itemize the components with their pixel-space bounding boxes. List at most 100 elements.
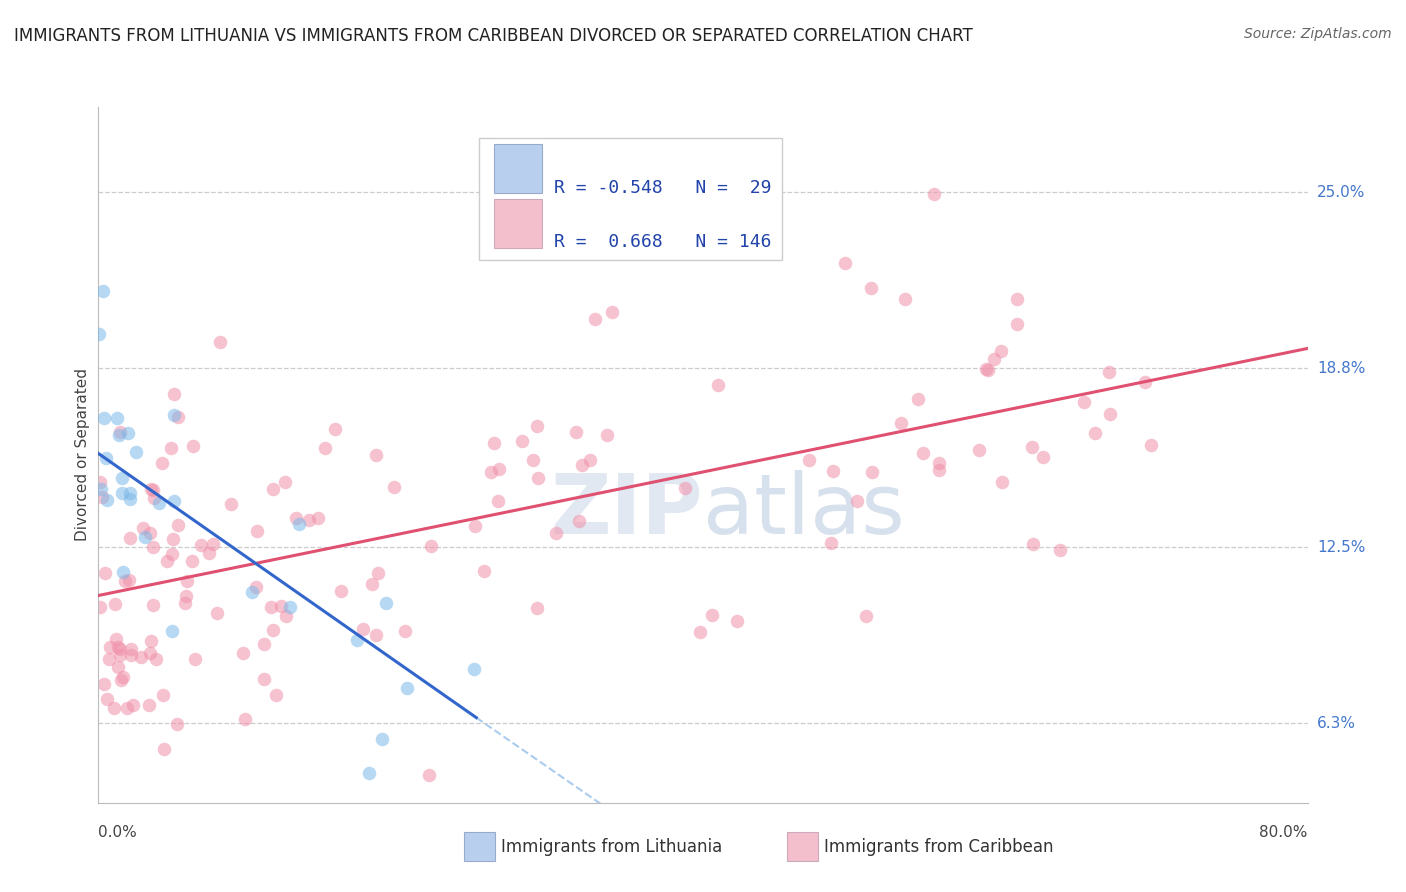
Point bbox=[689, 625, 711, 640]
Point bbox=[522, 452, 544, 467]
Point bbox=[274, 608, 297, 623]
Point bbox=[260, 599, 283, 614]
Point bbox=[1032, 450, 1054, 464]
Point bbox=[463, 662, 485, 676]
Point bbox=[366, 628, 388, 642]
Point bbox=[163, 408, 186, 422]
Point bbox=[544, 526, 567, 541]
Point bbox=[246, 524, 269, 539]
Point bbox=[928, 463, 950, 477]
Point bbox=[977, 363, 1000, 377]
Point bbox=[859, 281, 882, 295]
Point bbox=[142, 540, 165, 554]
Point bbox=[139, 646, 162, 660]
FancyBboxPatch shape bbox=[479, 138, 782, 260]
Point bbox=[152, 688, 174, 702]
Bar bbox=[494, 145, 543, 194]
Point bbox=[1005, 317, 1028, 331]
Point bbox=[142, 598, 165, 612]
Point bbox=[264, 689, 287, 703]
Point bbox=[142, 483, 165, 497]
Point bbox=[482, 436, 505, 450]
Point bbox=[110, 648, 132, 663]
Point bbox=[202, 537, 225, 551]
Point bbox=[120, 641, 142, 656]
Point bbox=[138, 698, 160, 712]
Point bbox=[371, 731, 394, 746]
Point bbox=[893, 292, 915, 306]
Point bbox=[176, 574, 198, 588]
Point bbox=[464, 519, 486, 533]
Point bbox=[96, 451, 118, 466]
Point bbox=[139, 526, 162, 541]
Point bbox=[162, 532, 184, 546]
Point bbox=[912, 446, 935, 460]
Point bbox=[288, 517, 311, 532]
Point bbox=[134, 530, 156, 544]
Point bbox=[907, 392, 929, 406]
Point bbox=[174, 596, 197, 610]
Point bbox=[846, 494, 869, 508]
Point bbox=[232, 646, 254, 660]
Point bbox=[145, 652, 167, 666]
Point bbox=[131, 521, 153, 535]
Point bbox=[1005, 292, 1028, 306]
Text: R =  0.668   N = 146: R = 0.668 N = 146 bbox=[554, 234, 772, 252]
Point bbox=[346, 632, 368, 647]
Point bbox=[98, 651, 121, 665]
Point bbox=[107, 410, 129, 425]
Point bbox=[991, 475, 1014, 489]
Point bbox=[122, 698, 145, 712]
Text: Immigrants from Caribbean: Immigrants from Caribbean bbox=[824, 838, 1053, 855]
Text: IMMIGRANTS FROM LITHUANIA VS IMMIGRANTS FROM CARIBBEAN DIVORCED OR SEPARATED COR: IMMIGRANTS FROM LITHUANIA VS IMMIGRANTS … bbox=[14, 27, 973, 45]
Point bbox=[990, 344, 1012, 359]
Point bbox=[111, 471, 134, 485]
Point bbox=[1049, 543, 1071, 558]
Point bbox=[93, 677, 115, 691]
Point bbox=[208, 334, 231, 349]
Point bbox=[361, 576, 384, 591]
Point bbox=[176, 590, 198, 604]
Point bbox=[821, 464, 844, 478]
Point bbox=[1133, 376, 1156, 390]
Point bbox=[395, 681, 418, 695]
Point bbox=[111, 565, 134, 579]
Point bbox=[139, 483, 162, 497]
Text: 25.0%: 25.0% bbox=[1317, 185, 1365, 200]
Point bbox=[1021, 440, 1043, 454]
Point bbox=[565, 425, 588, 439]
Text: Immigrants from Lithuania: Immigrants from Lithuania bbox=[501, 838, 721, 855]
Point bbox=[364, 449, 387, 463]
Point bbox=[160, 547, 183, 561]
Point bbox=[163, 494, 186, 508]
Point bbox=[104, 597, 127, 611]
Point bbox=[602, 305, 624, 319]
Text: 80.0%: 80.0% bbox=[1260, 825, 1308, 840]
Point bbox=[115, 701, 138, 715]
Point bbox=[90, 482, 112, 496]
Point bbox=[107, 660, 129, 674]
Point bbox=[118, 573, 141, 587]
Point bbox=[571, 458, 593, 472]
Point bbox=[488, 493, 510, 508]
Point bbox=[270, 599, 292, 613]
Text: 6.3%: 6.3% bbox=[1317, 715, 1357, 731]
Point bbox=[112, 670, 135, 684]
Point bbox=[734, 196, 756, 211]
Point bbox=[382, 480, 405, 494]
Point bbox=[834, 256, 856, 270]
Point bbox=[150, 456, 173, 470]
Point bbox=[284, 511, 307, 525]
Point bbox=[700, 607, 723, 622]
Point bbox=[120, 648, 142, 663]
Point bbox=[1073, 394, 1095, 409]
Point bbox=[181, 554, 204, 568]
Point bbox=[98, 640, 121, 654]
Point bbox=[219, 497, 242, 511]
Point bbox=[118, 491, 141, 506]
Point bbox=[1098, 407, 1121, 421]
Point bbox=[160, 624, 183, 639]
Point bbox=[167, 410, 190, 425]
Point bbox=[357, 766, 380, 780]
Point bbox=[163, 387, 186, 401]
